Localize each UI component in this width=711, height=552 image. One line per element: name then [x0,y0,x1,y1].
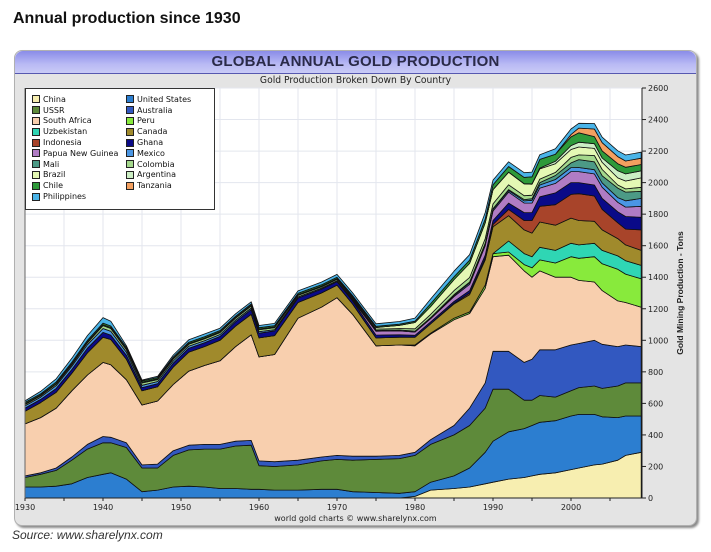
legend-item-philippines: Philippines [32,191,118,202]
chart-banner: GLOBAL ANNUAL GOLD PRODUCTION [15,51,696,74]
legend-item-ghana: Ghana [126,137,191,148]
y-tick-label-1200: 1200 [648,305,668,314]
legend-swatch [126,160,134,169]
legend-swatch [32,149,40,158]
legend-item-brazil: Brazil [32,170,118,181]
y-tick-label-1000: 1000 [648,336,668,345]
legend-item-tanzania: Tanzania [126,180,191,191]
legend-swatch [32,192,40,201]
legend-label: Mali [43,159,60,169]
y-tick-label-1800: 1800 [648,210,668,219]
legend-column-right: United States Australia Peru Canada Ghana Mex… [126,94,191,191]
legend-swatch [32,95,40,104]
area-layers [24,122,642,499]
legend-swatch [32,127,40,136]
legend-label: Philippines [43,192,87,202]
legend-item-papua-new-guinea: Papua New Guinea [32,148,118,159]
legend-swatch [32,138,40,147]
legend-item-mali: Mali [32,159,118,170]
x-tick-label-1990: 1990 [483,503,503,512]
legend-label: Indonesia [43,138,82,148]
legend-label: Uzbekistan [43,127,88,137]
legend-item-united-states: United States [126,94,191,105]
legend-item-mexico: Mexico [126,148,191,159]
legend-label: Tanzania [137,181,172,191]
legend-item-peru: Peru [126,116,191,127]
legend-label: Colombia [137,159,175,169]
y-tick-label-2600: 2600 [648,84,668,93]
legend-swatch [32,106,40,115]
legend-item-indonesia: Indonesia [32,137,118,148]
legend-swatch [32,116,40,125]
x-tick-label-1970: 1970 [327,503,347,512]
legend-item-canada: Canada [126,126,191,137]
y-tick-label-2200: 2200 [648,147,668,156]
legend-label: United States [137,94,192,104]
y-tick-label-400: 400 [648,431,663,440]
y-tick-label-2400: 2400 [648,116,668,125]
chart-subtitle: Gold Production Broken Down By Country [259,75,452,86]
legend: China USSR South Africa Uzbekistan Indonesia… [25,88,215,210]
legend-label: Mexico [137,148,165,158]
legend-swatch [32,160,40,169]
legend-item-argentina: Argentina [126,170,191,181]
legend-swatch [126,149,134,158]
legend-swatch [126,106,134,115]
y-tick-label-1400: 1400 [648,273,668,282]
legend-swatch [126,181,134,190]
legend-label: Australia [137,105,173,115]
legend-column-left: China USSR South Africa Uzbekistan Indonesia… [32,94,118,202]
chart-credit: world gold charts © www.sharelynx.com [274,514,437,523]
y-tick-label-600: 600 [648,399,663,408]
source-caption: Source: www.sharelynx.com [12,528,163,542]
legend-swatch [32,181,40,190]
y-tick-label-0: 0 [648,494,653,503]
legend-label: Papua New Guinea [43,148,119,158]
y-ticks: 0 200 400 600 800 1000 1200 1400 1600 1800 2000 220… [642,84,668,503]
legend-label: China [43,94,66,104]
chart-title: GLOBAL ANNUAL GOLD PRODUCTION [211,53,500,70]
legend-label: Chile [43,181,64,191]
legend-swatch [126,95,134,104]
y-axis-label: Gold Mining Production - Tons [675,231,685,355]
legend-label: Peru [137,116,155,126]
legend-swatch [32,170,40,179]
x-tick-label-1940: 1940 [93,503,113,512]
legend-swatch [126,127,134,136]
legend-item-south-africa: South Africa [32,116,118,127]
x-tick-label-1960: 1960 [249,503,269,512]
area-philippines [24,122,642,403]
page-heading: Annual production since 1930 [13,10,241,27]
legend-label: USSR [43,105,65,115]
legend-item-china: China [32,94,118,105]
y-tick-label-2000: 2000 [648,179,668,188]
legend-item-australia: Australia [126,105,191,116]
x-tick-label-1980: 1980 [405,503,425,512]
y-tick-label-1600: 1600 [648,242,668,251]
legend-item-colombia: Colombia [126,159,191,170]
x-tick-label-2000: 2000 [561,503,581,512]
legend-item-ussr: USSR [32,105,118,116]
legend-item-chile: Chile [32,180,118,191]
legend-item-uzbekistan: Uzbekistan [32,126,118,137]
legend-label: Argentina [137,170,177,180]
y-tick-label-800: 800 [648,368,663,377]
y-tick-label-200: 200 [648,462,663,471]
x-ticks: 1930 1940 1950 1960 1970 1980 1990 2000 [15,498,611,512]
x-tick-label-1930: 1930 [15,503,35,512]
legend-label: Brazil [43,170,66,180]
legend-label: South Africa [43,116,92,126]
legend-swatch [126,170,134,179]
legend-swatch [126,138,134,147]
legend-label: Canada [137,127,168,137]
x-tick-label-1950: 1950 [171,503,191,512]
legend-label: Ghana [137,138,164,148]
legend-swatch [126,116,134,125]
